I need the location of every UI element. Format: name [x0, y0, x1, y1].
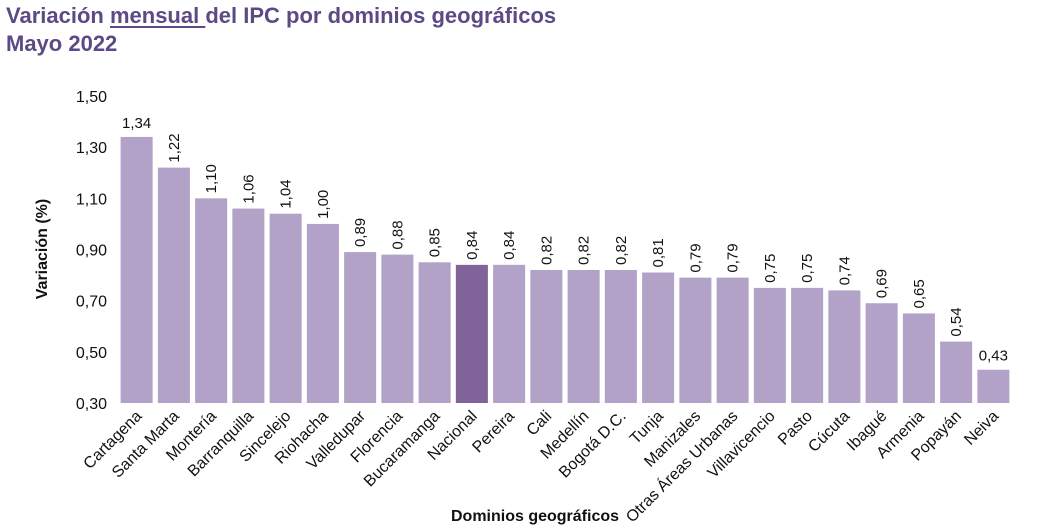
bar [493, 264, 526, 403]
bar [530, 269, 563, 403]
y-tick-label: 1,30 [76, 140, 107, 157]
data-label: 1,04 [278, 179, 295, 208]
bars-group [120, 136, 1010, 403]
bar [977, 369, 1010, 403]
y-tick-label: 1,10 [76, 191, 107, 208]
x-tick-label: Neiva [961, 408, 1002, 449]
data-label: 0,82 [576, 236, 593, 265]
data-label: 0,84 [464, 231, 481, 260]
x-tick-label: Cali [524, 408, 556, 440]
bar [381, 254, 414, 403]
data-label: 0,82 [538, 236, 555, 265]
data-label: 0,54 [948, 307, 965, 336]
bar [902, 313, 935, 403]
bar [940, 341, 973, 403]
bar [865, 303, 898, 403]
bar [567, 269, 600, 403]
data-label: 0,74 [836, 256, 853, 285]
bar [306, 223, 339, 403]
data-label: 0,69 [874, 269, 891, 298]
data-label: 0,85 [427, 228, 444, 257]
y-tick-label: 0,50 [76, 345, 107, 362]
bar [195, 198, 228, 403]
data-label: 1,22 [166, 133, 183, 162]
bar [679, 277, 712, 403]
bar [642, 272, 675, 403]
data-label: 1,10 [203, 164, 220, 193]
bar [753, 287, 786, 403]
data-label: 0,75 [799, 254, 816, 283]
chart-subtitle: Mayo 2022 [6, 31, 118, 56]
title-prefix: Variación [6, 3, 110, 28]
bar [269, 213, 302, 403]
x-tick-label: Pereira [469, 408, 518, 457]
data-label: 1,34 [122, 115, 151, 132]
bar [344, 252, 377, 403]
y-axis-ticks: 0,30 0,50 0,70 0,90 1,10 1,30 1,50 [76, 89, 107, 413]
data-label: 0,84 [501, 231, 518, 260]
bar [604, 269, 637, 403]
data-label: 0,79 [687, 243, 704, 272]
bar [716, 277, 749, 403]
bar [120, 136, 153, 403]
data-label: 1,00 [315, 190, 332, 219]
bar [232, 208, 265, 403]
data-label: 0,43 [979, 348, 1008, 365]
bar [828, 290, 861, 403]
bar [418, 262, 451, 403]
y-tick-label: 0,90 [76, 243, 107, 260]
y-tick-label: 0,70 [76, 294, 107, 311]
data-label: 0,81 [650, 238, 667, 267]
y-tick-label: 0,30 [76, 396, 107, 413]
title-suffix: del IPC por dominios geográficos [205, 3, 557, 28]
data-label: 0,82 [613, 236, 630, 265]
title-emphasis: mensual [109, 3, 206, 28]
data-label: 0,89 [352, 218, 369, 247]
data-label: 0,75 [762, 254, 779, 283]
x-axis-title: Dominios geográficos [451, 508, 619, 525]
data-label: 0,88 [389, 220, 406, 249]
chart-title: Variación mensual del IPC por dominios g… [6, 2, 556, 58]
y-axis-title: Variación (%) [34, 199, 51, 299]
bar [157, 167, 190, 403]
y-tick-label: 1,50 [76, 89, 107, 106]
data-label: 0,65 [911, 279, 928, 308]
bar [791, 287, 824, 403]
x-tick-label: Cúcuta [805, 408, 853, 456]
data-labels-group: 1,34 1,22 1,10 1,06 1,04 1,00 0,89 0,88 0,85 0,84… [122, 115, 1008, 365]
data-label: 0,79 [725, 243, 742, 272]
bar-highlight [455, 264, 488, 403]
data-label: 1,06 [240, 174, 257, 203]
